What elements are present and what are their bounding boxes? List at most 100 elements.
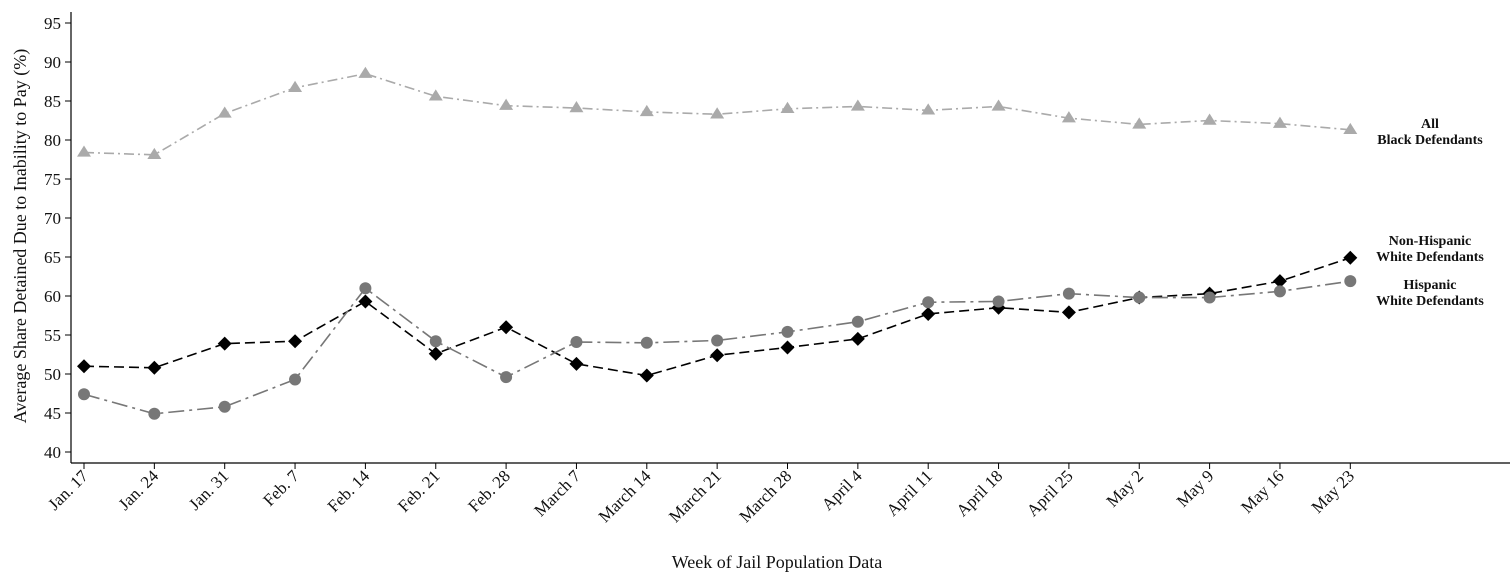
x-tick-label: April 25 [1023, 466, 1077, 520]
x-tick-label: Feb. 28 [464, 466, 513, 515]
data-point-triangle [1132, 117, 1147, 129]
data-point-circle [500, 371, 513, 384]
x-tick-label: May 16 [1237, 466, 1288, 517]
data-point-triangle [710, 107, 725, 119]
data-point-diamond [499, 320, 514, 335]
data-point-triangle [1061, 111, 1076, 123]
data-point-triangle [358, 66, 373, 78]
data-point-triangle [1202, 113, 1217, 125]
data-point-triangle [1272, 116, 1287, 128]
data-point-circle [1133, 291, 1146, 304]
series-label: All Black Defendants [1377, 117, 1483, 148]
data-point-circle [1273, 285, 1286, 298]
data-point-circle [1203, 291, 1216, 304]
data-point-triangle [77, 145, 91, 157]
data-point-circle [992, 295, 1005, 308]
data-point-triangle [499, 98, 514, 110]
y-tick-label: 45 [44, 404, 61, 423]
series-label-line: Hispanic [1404, 278, 1457, 293]
x-tick-label: April 4 [818, 466, 866, 514]
data-point-triangle [991, 99, 1006, 111]
data-point-circle [218, 400, 231, 413]
x-tick-label: March 28 [735, 466, 795, 526]
data-point-diamond [428, 346, 443, 361]
data-point-diamond [147, 360, 162, 375]
x-tick-label: Jan. 31 [185, 466, 232, 513]
series-layer [77, 66, 1358, 420]
data-point-triangle [428, 89, 443, 101]
x-tick-label: March 7 [530, 466, 584, 520]
x-tick-label: April 11 [883, 466, 936, 519]
x-tick-label: Feb. 14 [324, 466, 374, 516]
data-point-triangle [850, 99, 865, 111]
x-tick-label: Feb. 7 [259, 466, 303, 510]
y-tick-label: 90 [44, 53, 61, 72]
data-point-circle [1344, 275, 1357, 288]
data-point-triangle [921, 103, 936, 115]
y-tick-label: 55 [44, 326, 61, 345]
series-line [83, 280, 1351, 415]
y-axis-title: Average Share Detained Due to Inability … [10, 49, 31, 424]
data-point-circle [289, 373, 302, 386]
data-point-diamond [77, 359, 91, 374]
data-point-circle [429, 335, 442, 348]
data-point-diamond [288, 334, 303, 349]
y-tick-label: 50 [44, 365, 61, 384]
y-tick-label: 80 [44, 131, 61, 150]
y-tick-label: 95 [44, 14, 61, 33]
series-1 [77, 250, 1358, 383]
data-point-circle [922, 296, 935, 309]
data-point-circle [851, 315, 864, 328]
x-tick-label: Feb. 21 [394, 466, 443, 515]
data-point-triangle [147, 147, 162, 160]
y-tick-label: 65 [44, 248, 61, 267]
x-tick-label: May 23 [1308, 466, 1359, 517]
data-point-diamond [358, 294, 373, 309]
data-point-circle [640, 336, 653, 349]
data-point-diamond [1061, 305, 1076, 320]
axes: 40 45 50 55 60 65 70 75 80 85 90 95 Jan. 17 Jan. 24 Ja… [44, 12, 1510, 526]
data-point-triangle [1343, 122, 1358, 135]
data-point-diamond [217, 336, 232, 351]
series-0 [77, 66, 1358, 160]
data-point-triangle [569, 101, 584, 113]
y-tick-label: 60 [44, 287, 61, 306]
y-tick-label: 85 [44, 92, 61, 111]
y-tick-label: 70 [44, 209, 61, 228]
x-tick-label: Jan. 24 [115, 466, 163, 514]
data-point-circle [148, 407, 161, 420]
series-label-line: White Defendants [1376, 250, 1484, 265]
data-point-diamond [710, 348, 725, 363]
series-label-line: Non-Hispanic [1389, 234, 1471, 249]
data-point-triangle [780, 101, 795, 113]
series-label-line: Black Defendants [1377, 133, 1483, 148]
data-point-circle [711, 334, 724, 347]
x-tick-label: April 18 [953, 466, 1007, 520]
x-tick-label: Jan. 17 [44, 466, 92, 514]
data-point-diamond [639, 368, 654, 383]
y-tick-label: 40 [44, 443, 61, 462]
data-point-triangle [639, 104, 654, 117]
data-point-circle [570, 336, 583, 349]
data-point-diamond [569, 356, 584, 371]
series-label-line: White Defendants [1376, 294, 1484, 309]
data-point-circle [359, 282, 372, 295]
series-2 [78, 275, 1357, 420]
data-point-circle [781, 325, 794, 338]
data-point-triangle [217, 106, 232, 118]
series-label: Non-Hispanic White Defendants [1376, 234, 1484, 265]
series-label-line: All [1421, 117, 1439, 132]
series-label: Hispanic White Defendants [1376, 278, 1484, 309]
x-tick-label: March 21 [665, 466, 725, 526]
data-point-circle [78, 388, 90, 401]
x-axis-title: Week of Jail Population Data [672, 552, 883, 572]
data-point-diamond [850, 331, 865, 346]
x-tick-label: March 14 [595, 466, 655, 526]
x-tick-label: May 2 [1103, 466, 1147, 510]
y-tick-label: 75 [44, 170, 61, 189]
data-point-circle [1062, 287, 1075, 300]
data-point-triangle [288, 80, 303, 92]
